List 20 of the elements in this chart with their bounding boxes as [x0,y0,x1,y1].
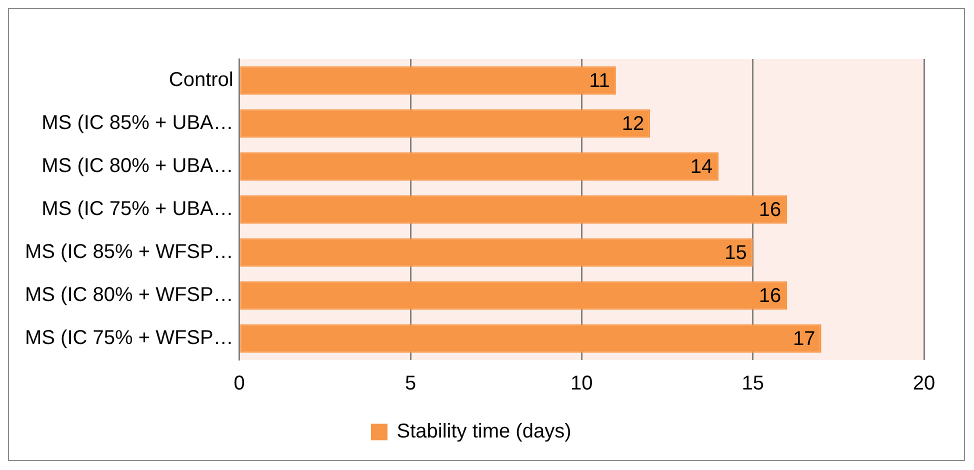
data-label: 14 [690,156,713,178]
data-label: 16 [758,285,782,308]
y-tick-label: MS (IC 80% + UBA… [42,155,234,178]
data-label: 11 [589,70,610,92]
y-tick-label: Control [168,69,234,92]
data-label: 16 [758,199,782,222]
y-tick-label: MS (IC 85% + WFSP… [24,241,234,264]
legend-label: Stability time (days) [396,420,572,443]
y-tick-label: MS (IC 75% + UBA… [42,198,234,220]
y-tick-label: MS (IC 75% + WFSP… [24,327,234,350]
data-label: 17 [793,328,816,350]
x-tick-label: 15 [742,372,764,395]
data-label: 12 [622,113,644,136]
x-tick-label: 20 [912,372,936,395]
y-tick-label: MS (IC 80% + WFSP… [24,284,234,306]
y-tick-label: MS (IC 85% + UBA… [42,112,234,134]
x-tick-label: 10 [570,372,593,395]
x-tick-label: 5 [404,372,416,395]
x-tick-label: 0 [234,372,245,395]
data-label: 15 [724,242,747,264]
